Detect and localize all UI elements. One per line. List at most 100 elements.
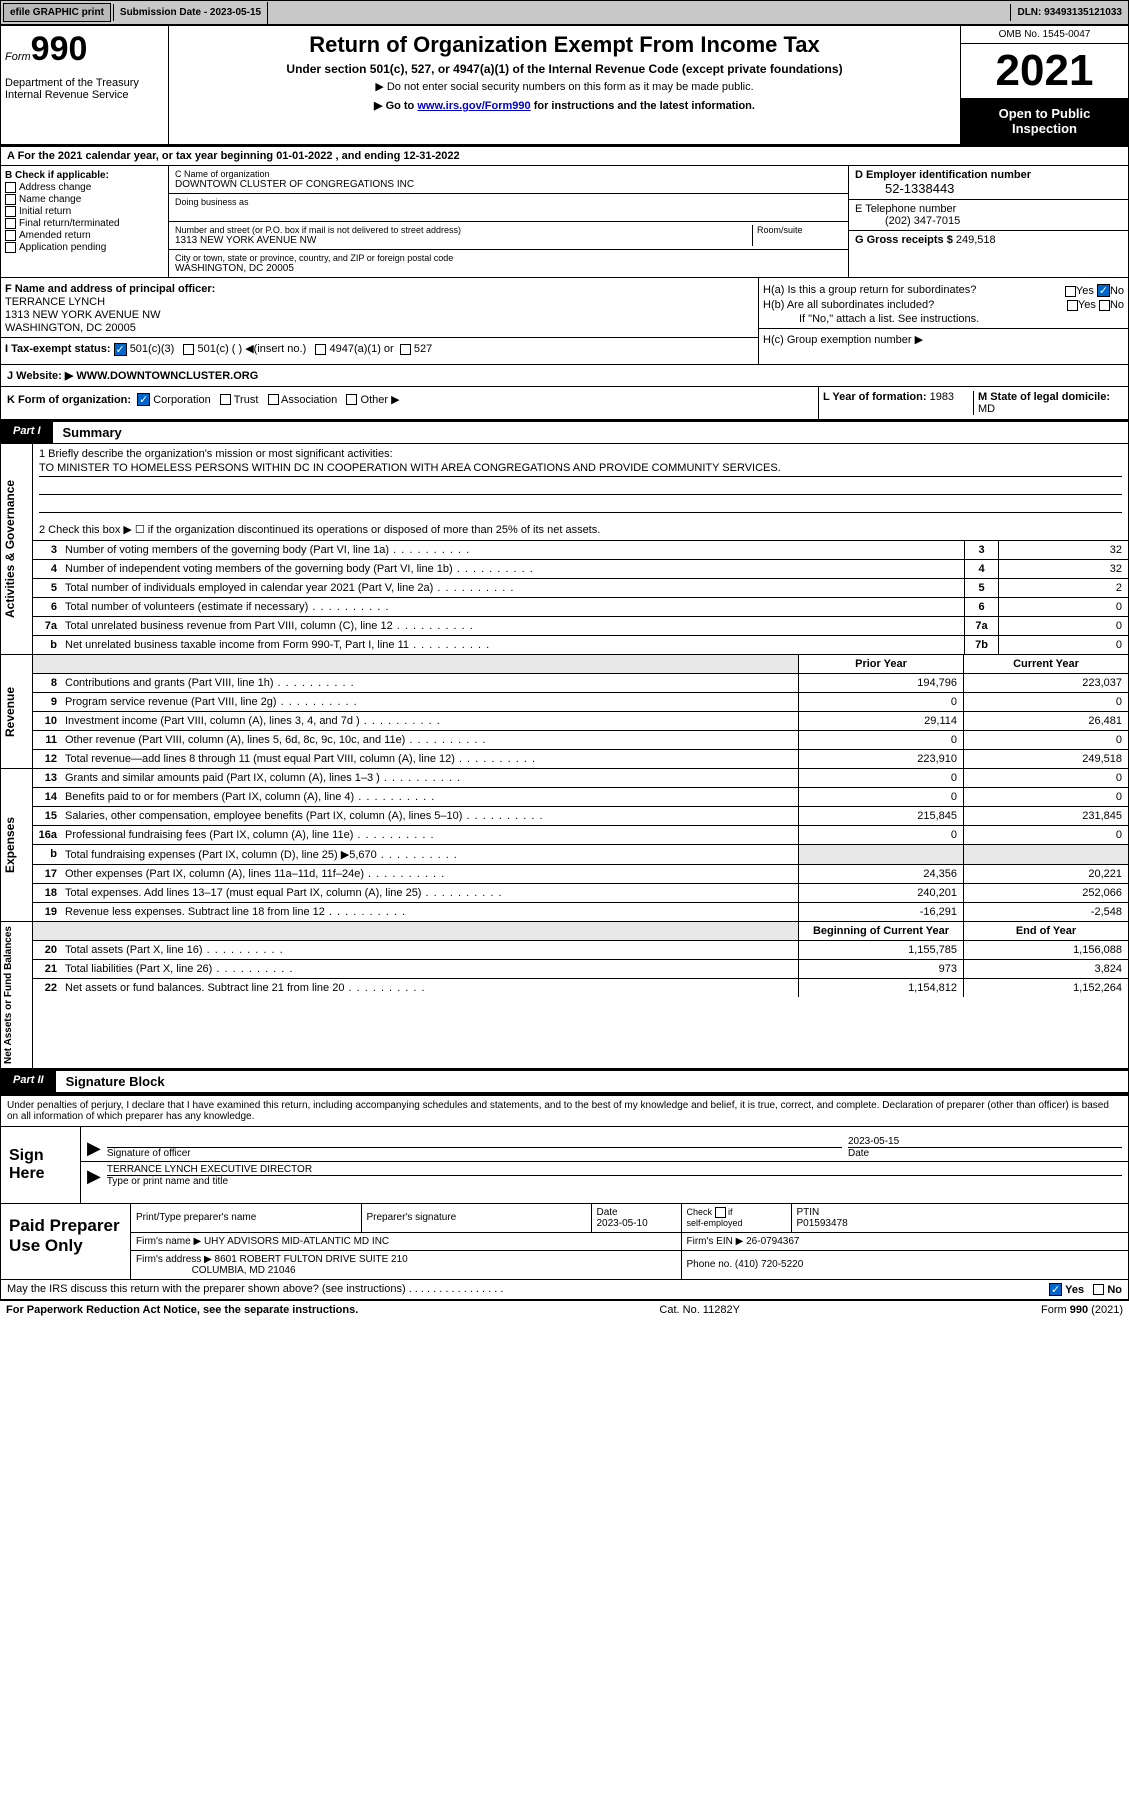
check-name[interactable]	[5, 194, 16, 205]
may-irs-row: May the IRS discuss this return with the…	[0, 1280, 1129, 1301]
row-value: 0	[998, 617, 1128, 635]
prep-name-hdr: Print/Type preparer's name	[131, 1204, 361, 1233]
prior-value: 0	[798, 731, 963, 749]
ptin-value: P01593478	[797, 1218, 848, 1229]
lbl-address: Address change	[19, 182, 91, 193]
blank-line1	[39, 481, 1122, 495]
row-desc: Total assets (Part X, line 16)	[61, 941, 798, 959]
ha-no-lbl: No	[1110, 285, 1124, 297]
ha-label: H(a) Is this a group return for subordin…	[763, 284, 976, 297]
lbl-final: Final return/terminated	[19, 218, 120, 229]
check-501c3[interactable]: ✓	[114, 343, 127, 356]
m-label: M State of legal domicile:	[978, 391, 1110, 403]
hb-yes[interactable]	[1067, 300, 1078, 311]
check-trust[interactable]	[220, 394, 231, 405]
i-label: I Tax-exempt status:	[5, 343, 111, 355]
sign-here-row: Sign Here ▶ Signature of officer 2023-05…	[1, 1127, 1128, 1203]
row-value: 2	[998, 579, 1128, 597]
tax-year: 2021	[961, 44, 1128, 98]
rev-header: Prior Year Current Year	[33, 655, 1128, 674]
row-num: 9	[33, 693, 61, 711]
l-label: L Year of formation:	[823, 391, 927, 403]
irs-yes-check[interactable]: ✓	[1049, 1283, 1062, 1296]
addr-label: Number and street (or P.O. box if mail i…	[175, 225, 752, 235]
check-initial[interactable]	[5, 206, 16, 217]
row-num: 11	[33, 731, 61, 749]
irs-no-check[interactable]	[1093, 1284, 1104, 1295]
row-value: 0	[998, 598, 1128, 616]
stat-row: 6 Total number of volunteers (estimate i…	[33, 598, 1128, 617]
prior-value: 29,114	[798, 712, 963, 730]
lbl-name: Name change	[19, 194, 81, 205]
check-corp[interactable]: ✓	[137, 393, 150, 406]
row-num: 3	[33, 541, 61, 559]
row-desc: Other expenses (Part IX, column (A), lin…	[61, 865, 798, 883]
row-desc: Revenue less expenses. Subtract line 18 …	[61, 903, 798, 921]
stat-row: 5 Total number of individuals employed i…	[33, 579, 1128, 598]
begin-year-hdr: Beginning of Current Year	[798, 922, 963, 940]
prior-value: 973	[798, 960, 963, 978]
f-block: F Name and address of principal officer:…	[1, 278, 758, 364]
city-state-zip: WASHINGTON, DC 20005	[175, 263, 842, 274]
hb-no[interactable]	[1099, 300, 1110, 311]
firm-addr-lbl: Firm's address ▶	[136, 1254, 212, 1265]
hb-note: If "No," attach a list. See instructions…	[763, 313, 1124, 325]
check-4947[interactable]	[315, 344, 326, 355]
row-box: 6	[964, 598, 998, 616]
city-label: City or town, state or province, country…	[175, 253, 842, 263]
mission-block: 1 Briefly describe the organization's mi…	[33, 444, 1128, 541]
check-other[interactable]	[346, 394, 357, 405]
check-pending[interactable]	[5, 242, 16, 253]
row-desc: Program service revenue (Part VIII, line…	[61, 693, 798, 711]
prior-value: 1,155,785	[798, 941, 963, 959]
prior-value: 194,796	[798, 674, 963, 692]
row-num: 4	[33, 560, 61, 578]
firm-name-lbl: Firm's name ▶	[136, 1236, 201, 1247]
current-value: 1,156,088	[963, 941, 1128, 959]
mission-q2: 2 Check this box ▶ ☐ if the organization…	[39, 523, 1122, 536]
current-value: 0	[963, 731, 1128, 749]
check-self-emp[interactable]	[715, 1207, 726, 1218]
data-row: 18 Total expenses. Add lines 13–17 (must…	[33, 884, 1128, 903]
check-final[interactable]	[5, 218, 16, 229]
j-label: J Website: ▶	[7, 370, 73, 382]
row-desc: Total revenue—add lines 8 through 11 (mu…	[61, 750, 798, 768]
firm-addr1: 8601 ROBERT FULTON DRIVE SUITE 210	[215, 1254, 408, 1265]
stat-row: 4 Number of independent voting members o…	[33, 560, 1128, 579]
row-desc: Total unrelated business revenue from Pa…	[61, 617, 964, 635]
firm-addr2: COLUMBIA, MD 21046	[192, 1265, 296, 1276]
vtab-na: Net Assets or Fund Balances	[1, 922, 33, 1068]
na-hdr-spacer	[33, 922, 798, 940]
footer-right: Form 990 (2021)	[1041, 1304, 1123, 1316]
check-527[interactable]	[400, 344, 411, 355]
irs-label: Internal Revenue Service	[5, 89, 164, 101]
top-spacer	[267, 2, 1010, 24]
row-num: 18	[33, 884, 61, 902]
check-amended[interactable]	[5, 230, 16, 241]
current-value: 20,221	[963, 865, 1128, 883]
data-row: 9 Program service revenue (Part VIII, li…	[33, 693, 1128, 712]
row-value: 32	[998, 541, 1128, 559]
check-address[interactable]	[5, 182, 16, 193]
lbl-trust: Trust	[234, 394, 259, 406]
ha-no[interactable]: ✓	[1097, 284, 1110, 297]
row-desc: Professional fundraising fees (Part IX, …	[61, 826, 798, 844]
open-inspection: Open to Public Inspection	[961, 98, 1128, 144]
state-domicile: MD	[978, 403, 995, 415]
ha-yes[interactable]	[1065, 286, 1076, 297]
prior-value: -16,291	[798, 903, 963, 921]
irs-link[interactable]: www.irs.gov/Form990	[417, 100, 530, 112]
current-value: 0	[963, 826, 1128, 844]
row-num: 13	[33, 769, 61, 787]
data-row: 15 Salaries, other compensation, employe…	[33, 807, 1128, 826]
efile-button[interactable]: efile GRAPHIC print	[3, 3, 111, 22]
check-501c[interactable]	[183, 344, 194, 355]
check-assoc[interactable]	[268, 394, 279, 405]
row-num: 17	[33, 865, 61, 883]
firm-ph-lbl: Phone no.	[687, 1259, 733, 1270]
stat-row: 7a Total unrelated business revenue from…	[33, 617, 1128, 636]
omb-number: OMB No. 1545-0047	[961, 26, 1128, 44]
data-row: 22 Net assets or fund balances. Subtract…	[33, 979, 1128, 997]
row-desc: Salaries, other compensation, employee b…	[61, 807, 798, 825]
year-formation: 1983	[930, 391, 954, 403]
